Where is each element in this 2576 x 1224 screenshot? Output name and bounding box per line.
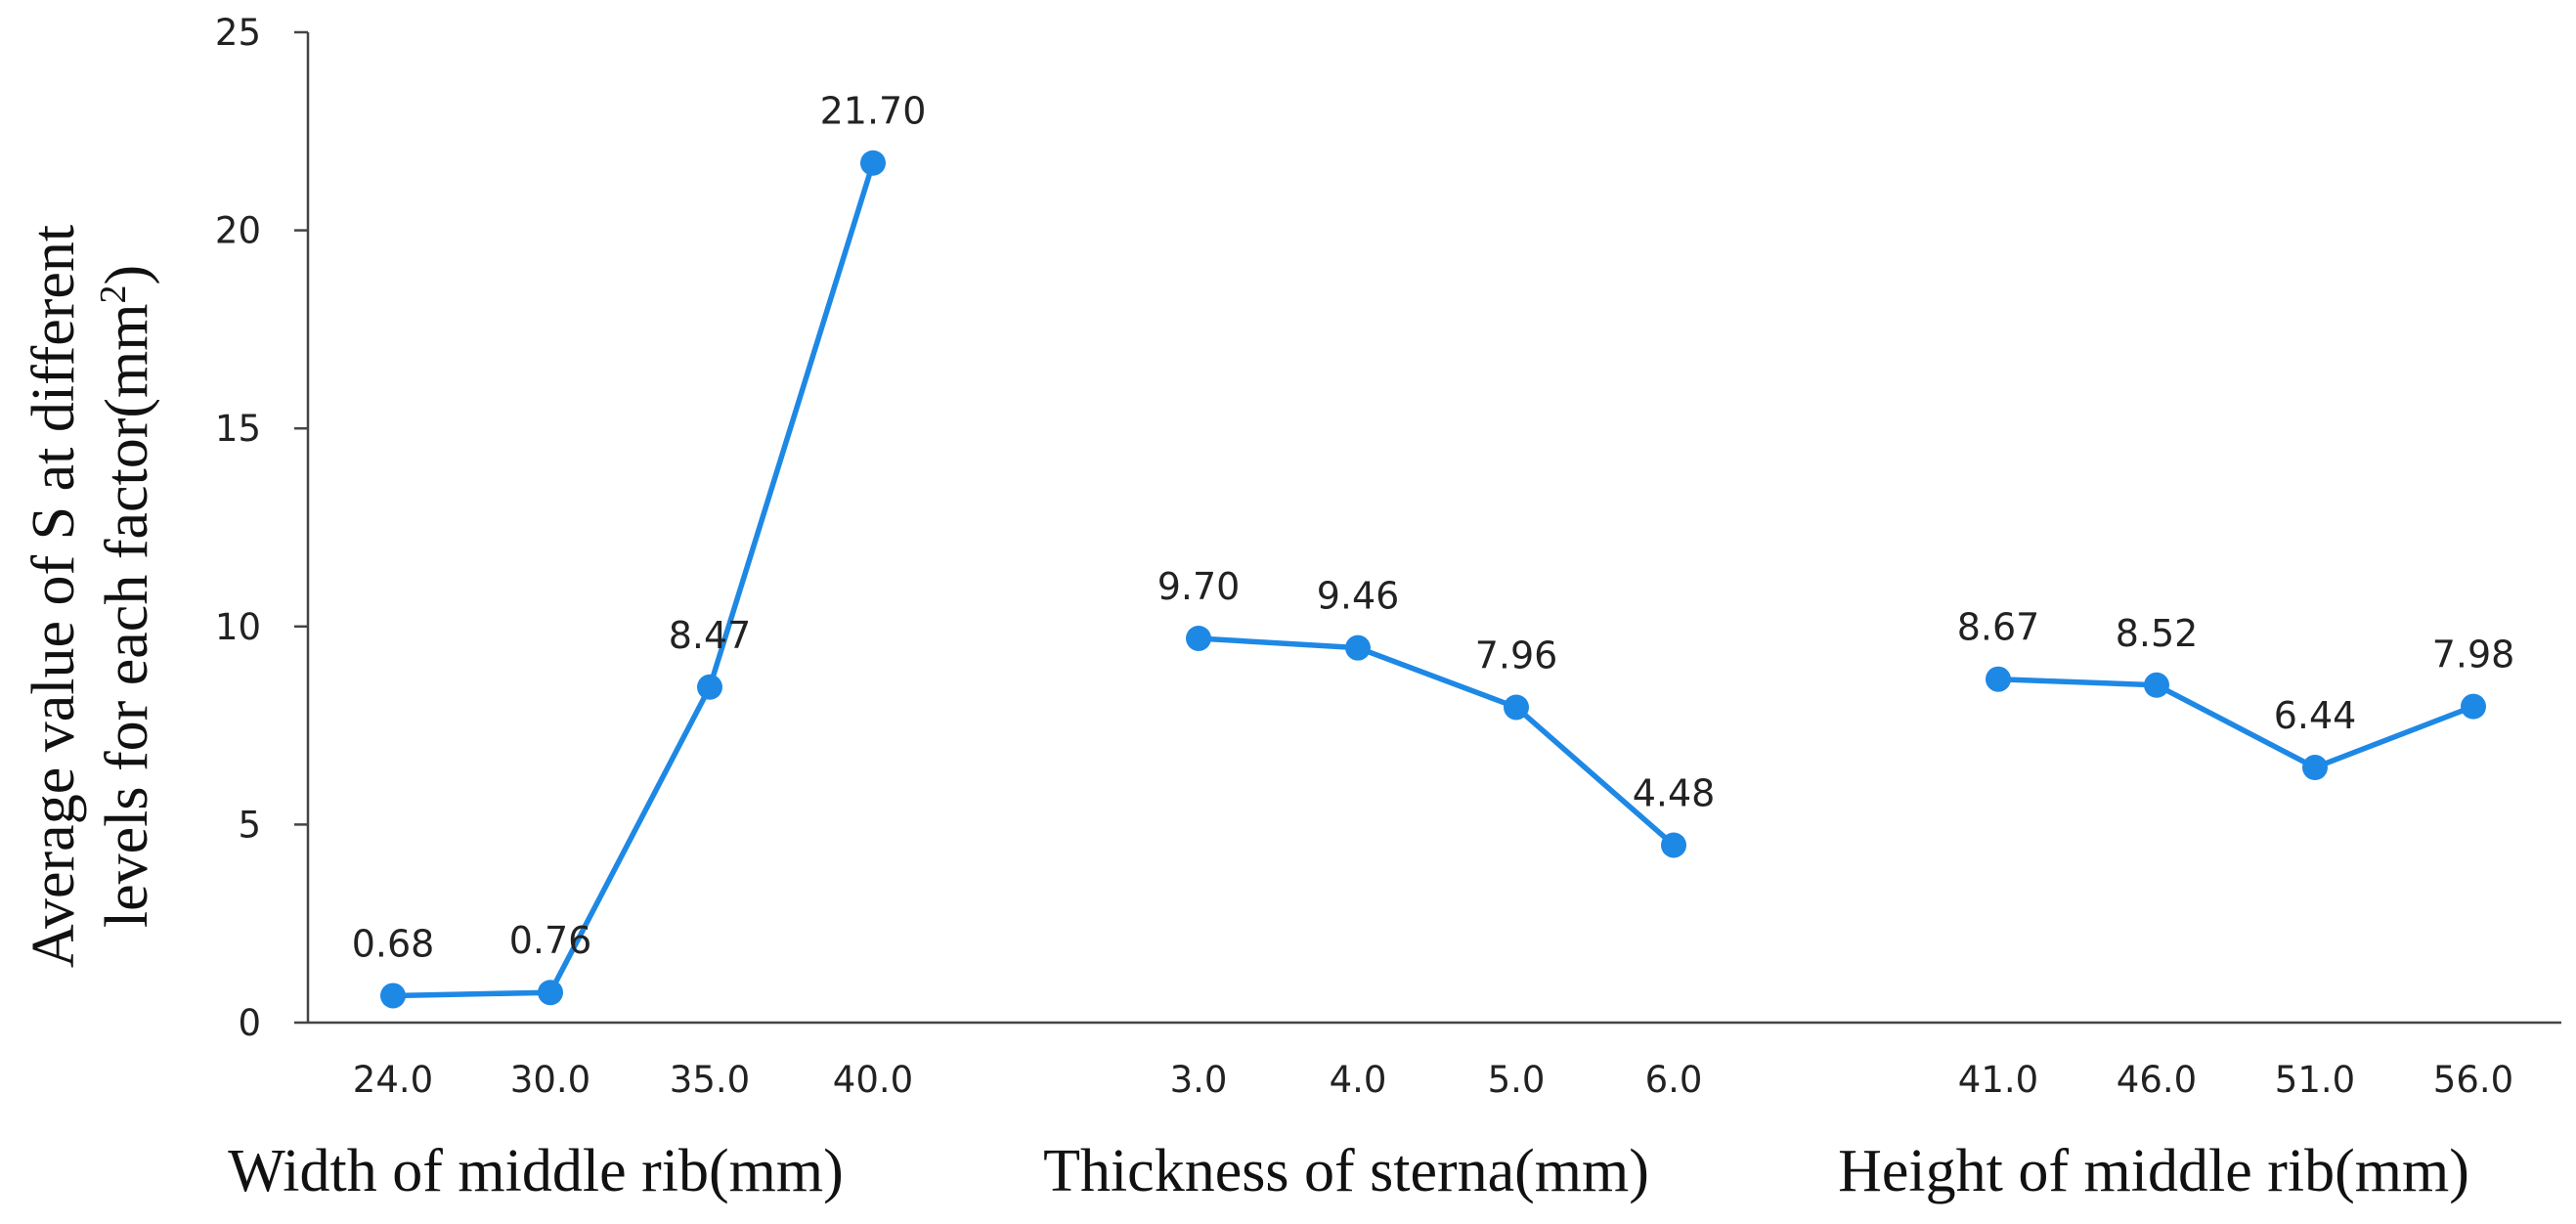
data-label: 9.46 bbox=[1317, 575, 1400, 618]
x-tick-label: 41.0 bbox=[1958, 1059, 2038, 1101]
series-line bbox=[1198, 635, 1676, 848]
x-tick-label: 24.0 bbox=[353, 1059, 433, 1101]
data-point bbox=[2144, 672, 2169, 698]
factor-group: 3.0 4.0 5.0 6.0 Thickness of sterna(mm) 9.70 9… bbox=[1043, 565, 1715, 1204]
data-label: 7.96 bbox=[1475, 634, 1558, 677]
data-point bbox=[2461, 693, 2486, 720]
y-tick-label: 5 bbox=[238, 804, 261, 846]
y-tick-label: 20 bbox=[215, 210, 261, 252]
data-point bbox=[380, 983, 406, 1009]
y-tick-label: 10 bbox=[215, 606, 261, 648]
data-label: 0.76 bbox=[509, 919, 592, 962]
y-axis: 0 5 10 15 20 25 bbox=[215, 12, 310, 1044]
x-tick-label: 5.0 bbox=[1488, 1059, 1546, 1101]
factor-group: 24.0 30.0 35.0 40.0 Width of middle rib(mm) 0… bbox=[228, 90, 926, 1204]
y-axis-title-line-2-main: levels for each factor(mm bbox=[94, 304, 160, 929]
series-line bbox=[392, 161, 876, 999]
y-axis-title-line-1: Average value of S at different bbox=[21, 225, 87, 968]
y-axis-title-superscript: 2 bbox=[93, 285, 134, 304]
data-label: 8.47 bbox=[669, 614, 752, 657]
data-label: 9.70 bbox=[1157, 565, 1241, 608]
data-label: 0.68 bbox=[352, 922, 435, 965]
data-point bbox=[2302, 755, 2328, 781]
data-point bbox=[860, 150, 886, 176]
y-tick-label: 25 bbox=[215, 12, 261, 54]
data-point bbox=[538, 980, 563, 1006]
y-axis-title-close: ) bbox=[94, 265, 160, 285]
data-point bbox=[1661, 832, 1686, 858]
y-tick-label: 15 bbox=[215, 408, 261, 450]
series-line bbox=[1997, 676, 2474, 770]
factor-label: Height of middle rib(mm) bbox=[1838, 1138, 2469, 1204]
data-label: 8.67 bbox=[1957, 606, 2040, 649]
x-tick-label: 3.0 bbox=[1170, 1059, 1228, 1101]
x-tick-label: 56.0 bbox=[2433, 1059, 2513, 1101]
data-point bbox=[1986, 666, 2011, 692]
data-label: 7.98 bbox=[2432, 634, 2515, 677]
y-axis-title-line-2: levels for each factor(mm2) bbox=[93, 265, 160, 928]
data-point bbox=[1504, 694, 1529, 721]
data-point bbox=[697, 674, 722, 700]
x-tick-label: 46.0 bbox=[2117, 1059, 2197, 1101]
data-point bbox=[1186, 625, 1211, 651]
factor-group: 41.0 46.0 51.0 56.0 Height of middle rib(mm)… bbox=[1838, 606, 2514, 1204]
x-tick-label: 30.0 bbox=[510, 1059, 590, 1101]
data-label: 4.48 bbox=[1633, 771, 1716, 814]
data-label: 8.52 bbox=[2116, 612, 2199, 655]
x-tick-label: 6.0 bbox=[1645, 1059, 1703, 1101]
data-label: 6.44 bbox=[2274, 694, 2357, 737]
factor-label: Thickness of sterna(mm) bbox=[1043, 1138, 1649, 1204]
x-tick-label: 35.0 bbox=[670, 1059, 750, 1101]
y-tick-label: 0 bbox=[238, 1002, 261, 1044]
x-tick-label: 51.0 bbox=[2275, 1059, 2355, 1101]
factor-label: Width of middle rib(mm) bbox=[228, 1138, 843, 1204]
x-tick-label: 40.0 bbox=[833, 1059, 913, 1101]
data-label: 21.70 bbox=[820, 90, 927, 133]
y-axis-title: Average value of S at different levels f… bbox=[21, 225, 160, 968]
x-tick-label: 4.0 bbox=[1330, 1059, 1387, 1101]
plot-area: 24.0 30.0 35.0 40.0 Width of middle rib(mm) 0… bbox=[228, 90, 2514, 1204]
data-point bbox=[1345, 634, 1371, 661]
